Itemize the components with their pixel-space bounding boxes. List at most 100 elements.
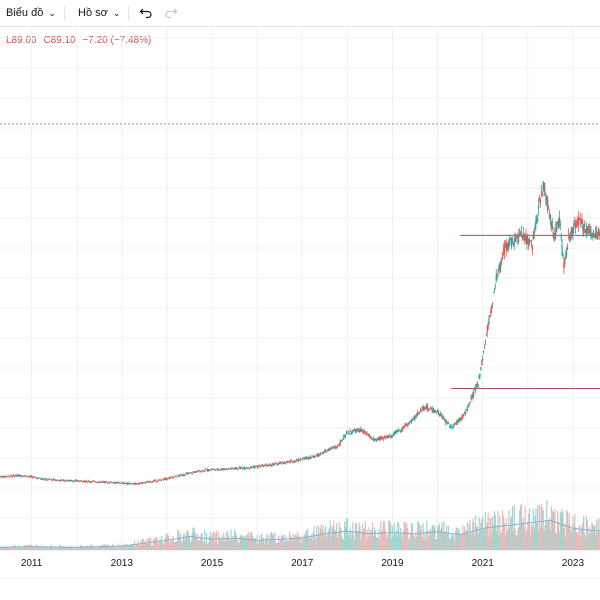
volume-bar [332, 526, 334, 550]
candle-body [31, 477, 34, 479]
volume-bar [167, 533, 169, 550]
candle-body [315, 455, 317, 457]
candle-body [174, 475, 176, 478]
candle-body [357, 428, 359, 432]
candle-body [40, 478, 42, 480]
candle-body [473, 391, 475, 396]
volume-bar [299, 542, 302, 550]
candle-body [223, 469, 225, 470]
chart-menu[interactable]: Biểu đồ ⌄ [6, 0, 56, 26]
candle-body [465, 409, 468, 411]
volume-bar [142, 538, 145, 550]
candle-body [591, 234, 593, 237]
volume-bar [191, 532, 193, 550]
candle-body [503, 246, 505, 255]
candle-body [459, 419, 461, 421]
volume-bar [484, 511, 487, 550]
volume-bar [7, 547, 9, 550]
candle-body [581, 219, 583, 224]
volume-bar [76, 546, 79, 550]
candle-body [309, 456, 311, 459]
candle-body [317, 453, 320, 456]
volume-bar [199, 537, 201, 550]
volume-bar [202, 541, 204, 550]
volume-bar [150, 537, 152, 550]
volume-bar [196, 534, 199, 550]
candle-body [247, 466, 249, 468]
close-value: C89.10 [43, 35, 76, 46]
volume-bar [455, 530, 457, 550]
candle-body [282, 461, 284, 464]
candle-body [477, 383, 479, 386]
candle-body [177, 475, 179, 477]
candle-body [6, 476, 8, 478]
candle-body [2, 476, 4, 478]
profile-menu[interactable]: Hồ sơ ⌄ [78, 0, 120, 26]
volume-bar [369, 535, 371, 550]
volume-bar [340, 528, 342, 550]
candle-body [478, 376, 480, 378]
volume-bar [380, 521, 382, 550]
candle-body [403, 426, 405, 428]
undo-icon[interactable] [139, 0, 153, 26]
volume-bar [176, 541, 178, 550]
candle-body [124, 483, 127, 484]
candle-body [179, 474, 182, 476]
candle-body [333, 446, 335, 448]
volume-bar [373, 527, 376, 550]
candle-body [595, 230, 597, 234]
volume-bar [154, 536, 156, 550]
candle-body [280, 462, 282, 464]
price-chart[interactable]: 2011 2013 2015 2017 2019 2021 2023 [0, 26, 600, 600]
candle-body [12, 474, 15, 476]
volume-bar [372, 522, 374, 550]
volume-bar [523, 526, 525, 550]
volume-bar [433, 527, 435, 550]
candle-body [26, 477, 28, 478]
candle-body [410, 420, 413, 423]
candle-body [159, 479, 161, 481]
volume-bar [206, 532, 208, 550]
candle-body [519, 234, 521, 236]
redo-icon[interactable] [164, 0, 178, 26]
x-tick-label: 2017 [291, 558, 314, 569]
candle-body [429, 408, 431, 410]
candle-body [542, 181, 544, 191]
candle-body [170, 476, 173, 478]
volume-bar [384, 529, 386, 550]
volume-bar [114, 546, 117, 550]
candle-body [377, 438, 379, 441]
volume-bar [21, 547, 24, 550]
candle-body [51, 480, 53, 482]
candle-body [149, 481, 151, 483]
candle-body [353, 430, 355, 432]
volume-bar [110, 546, 112, 550]
candle-body [358, 429, 360, 431]
candle-body [71, 480, 73, 482]
candle-body [353, 429, 356, 431]
volume-bar [400, 527, 402, 550]
volume-bar [429, 528, 431, 550]
volume-bar [403, 521, 405, 550]
volume-bar [133, 540, 136, 550]
candle-body [196, 470, 198, 472]
volume-bar [405, 528, 407, 550]
volume-bar [398, 522, 400, 550]
candle-body [162, 479, 164, 481]
candle-body [456, 421, 459, 423]
volume-bar [529, 508, 531, 550]
volume-bar [425, 539, 427, 550]
volume-bar [126, 546, 128, 550]
candle-body [0, 476, 2, 478]
candle-body [104, 481, 106, 483]
volume-bar [397, 521, 399, 550]
candle-body [417, 412, 419, 416]
candle-body [426, 405, 428, 409]
candle-body [220, 468, 222, 470]
volume-bar [442, 532, 444, 550]
candle-body [258, 465, 260, 467]
candle-body [532, 235, 534, 240]
volume-bar [136, 545, 138, 550]
volume-bar [582, 522, 584, 550]
candle-body [544, 189, 546, 191]
